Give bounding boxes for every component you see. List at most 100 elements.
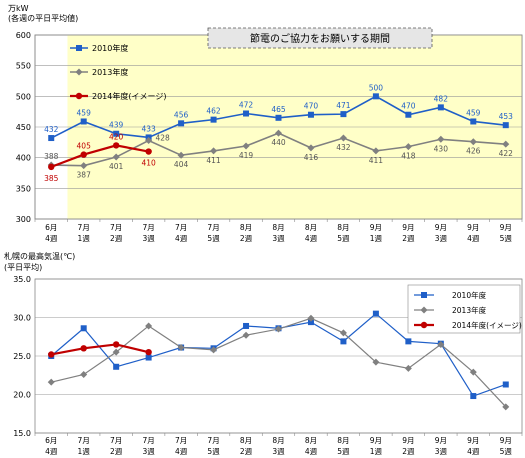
x-tick-label: 9月 bbox=[467, 436, 479, 445]
data-point bbox=[178, 120, 185, 127]
x-tick-label: 2週 bbox=[240, 234, 253, 243]
x-tick-label: 4週 bbox=[175, 234, 188, 243]
data-label: 456 bbox=[174, 110, 189, 119]
x-tick-label: 9月 bbox=[500, 436, 512, 445]
y-tick-label: 20.0 bbox=[13, 391, 31, 400]
demand-chart: 300 350 400 450 500 550 600 万kW(各週の平日平均値) 節電のご協力… bbox=[8, 4, 523, 243]
legend-marker bbox=[420, 321, 428, 329]
data-point bbox=[80, 162, 88, 170]
x-tick-label: 5週 bbox=[500, 234, 513, 243]
x-tick-label: 3週 bbox=[435, 447, 448, 456]
series-line bbox=[51, 343, 149, 356]
data-label: 411 bbox=[369, 156, 384, 165]
annotation-text: 節電のご協力をお願いする期間 bbox=[250, 32, 390, 45]
data-point bbox=[470, 393, 477, 400]
y-tick-label: 25.0 bbox=[13, 352, 31, 361]
y-tick-label: 300 bbox=[16, 215, 31, 224]
x-tick-label: 3週 bbox=[272, 447, 285, 456]
x-tick-label: 9月 bbox=[402, 436, 414, 445]
data-label: 420 bbox=[109, 132, 124, 141]
data-point bbox=[242, 142, 250, 150]
data-point bbox=[243, 322, 250, 329]
x-tick-label: 9月 bbox=[370, 223, 382, 232]
data-label: 432 bbox=[336, 143, 351, 152]
data-label: 482 bbox=[434, 94, 449, 103]
x-tick-label: 7月 bbox=[110, 223, 122, 232]
data-point bbox=[145, 348, 152, 356]
x-tick-label: 7月 bbox=[78, 223, 90, 232]
data-point bbox=[113, 130, 120, 137]
data-point bbox=[112, 348, 120, 356]
data-label: 385 bbox=[44, 174, 59, 183]
data-point bbox=[469, 138, 477, 146]
x-tick-label: 4週 bbox=[305, 447, 318, 456]
data-label: 500 bbox=[369, 83, 384, 92]
legend-label: 2010年度 bbox=[92, 43, 128, 53]
data-label: 465 bbox=[271, 105, 286, 114]
data-point bbox=[340, 111, 347, 118]
x-tick-label: 5週 bbox=[207, 234, 220, 243]
y-tick-label: 350 bbox=[16, 184, 31, 193]
data-point bbox=[48, 163, 55, 171]
x-tick-label: 8月 bbox=[305, 436, 317, 445]
legend-marker bbox=[76, 45, 82, 51]
data-point bbox=[80, 370, 88, 378]
legend-marker bbox=[75, 92, 83, 100]
data-point bbox=[177, 151, 185, 159]
y-axis-label: (平日平均) bbox=[4, 262, 42, 272]
data-point bbox=[437, 104, 444, 111]
legend-marker bbox=[420, 306, 428, 314]
x-tick-label: 9月 bbox=[402, 223, 414, 232]
data-point bbox=[437, 340, 445, 348]
x-tick-label: 3週 bbox=[435, 234, 448, 243]
x-tick-label: 2週 bbox=[402, 447, 415, 456]
x-tick-label: 8月 bbox=[337, 223, 349, 232]
data-label: 388 bbox=[44, 152, 59, 161]
data-point bbox=[404, 143, 412, 151]
x-tick-label: 6月 bbox=[45, 223, 57, 232]
x-tick-label: 8月 bbox=[240, 223, 252, 232]
x-tick-label: 8月 bbox=[272, 223, 284, 232]
x-tick-label: 1週 bbox=[370, 234, 383, 243]
data-point bbox=[502, 403, 510, 411]
x-tick-label: 7月 bbox=[142, 436, 154, 445]
y-tick-label: 600 bbox=[16, 31, 31, 40]
data-point bbox=[502, 381, 509, 388]
data-label: 432 bbox=[44, 125, 59, 134]
x-tick-label: 3週 bbox=[142, 234, 155, 243]
x-tick-label: 1週 bbox=[78, 234, 91, 243]
data-point bbox=[307, 319, 314, 326]
data-label: 418 bbox=[401, 152, 416, 161]
x-tick-label: 1週 bbox=[370, 447, 383, 456]
temperature-chart: 15.0 20.0 25.0 30.0 35.0 札幌の最高気温(℃)(平日平均) 2010… bbox=[4, 251, 523, 456]
y-tick-label: 400 bbox=[16, 154, 31, 163]
x-tick-label: 9月 bbox=[370, 436, 382, 445]
data-label: 404 bbox=[174, 160, 189, 169]
data-label: 401 bbox=[109, 162, 124, 171]
data-label: 440 bbox=[271, 138, 286, 147]
data-point bbox=[80, 345, 87, 352]
data-point bbox=[80, 118, 87, 125]
annotation-box bbox=[207, 27, 433, 49]
x-tick-label: 3週 bbox=[142, 447, 155, 456]
data-point bbox=[405, 338, 412, 345]
data-label: 411 bbox=[206, 156, 221, 165]
x-tick-label: 5週 bbox=[500, 447, 513, 456]
data-point bbox=[48, 351, 55, 358]
data-label: 428 bbox=[155, 133, 170, 142]
data-point bbox=[145, 322, 153, 330]
x-tick-label: 2週 bbox=[110, 447, 123, 456]
data-point bbox=[145, 136, 153, 144]
data-label: 439 bbox=[109, 121, 124, 130]
data-point bbox=[405, 111, 412, 118]
data-point bbox=[469, 368, 477, 376]
legend-label: 2014年度(イメージ) bbox=[92, 91, 166, 101]
data-point bbox=[339, 134, 347, 142]
x-tick-label: 4週 bbox=[45, 234, 58, 243]
data-label: 405 bbox=[77, 142, 92, 151]
y-tick-label: 30.0 bbox=[13, 314, 31, 323]
data-point bbox=[275, 114, 282, 121]
plot-border bbox=[34, 278, 523, 434]
series-line bbox=[50, 144, 149, 168]
